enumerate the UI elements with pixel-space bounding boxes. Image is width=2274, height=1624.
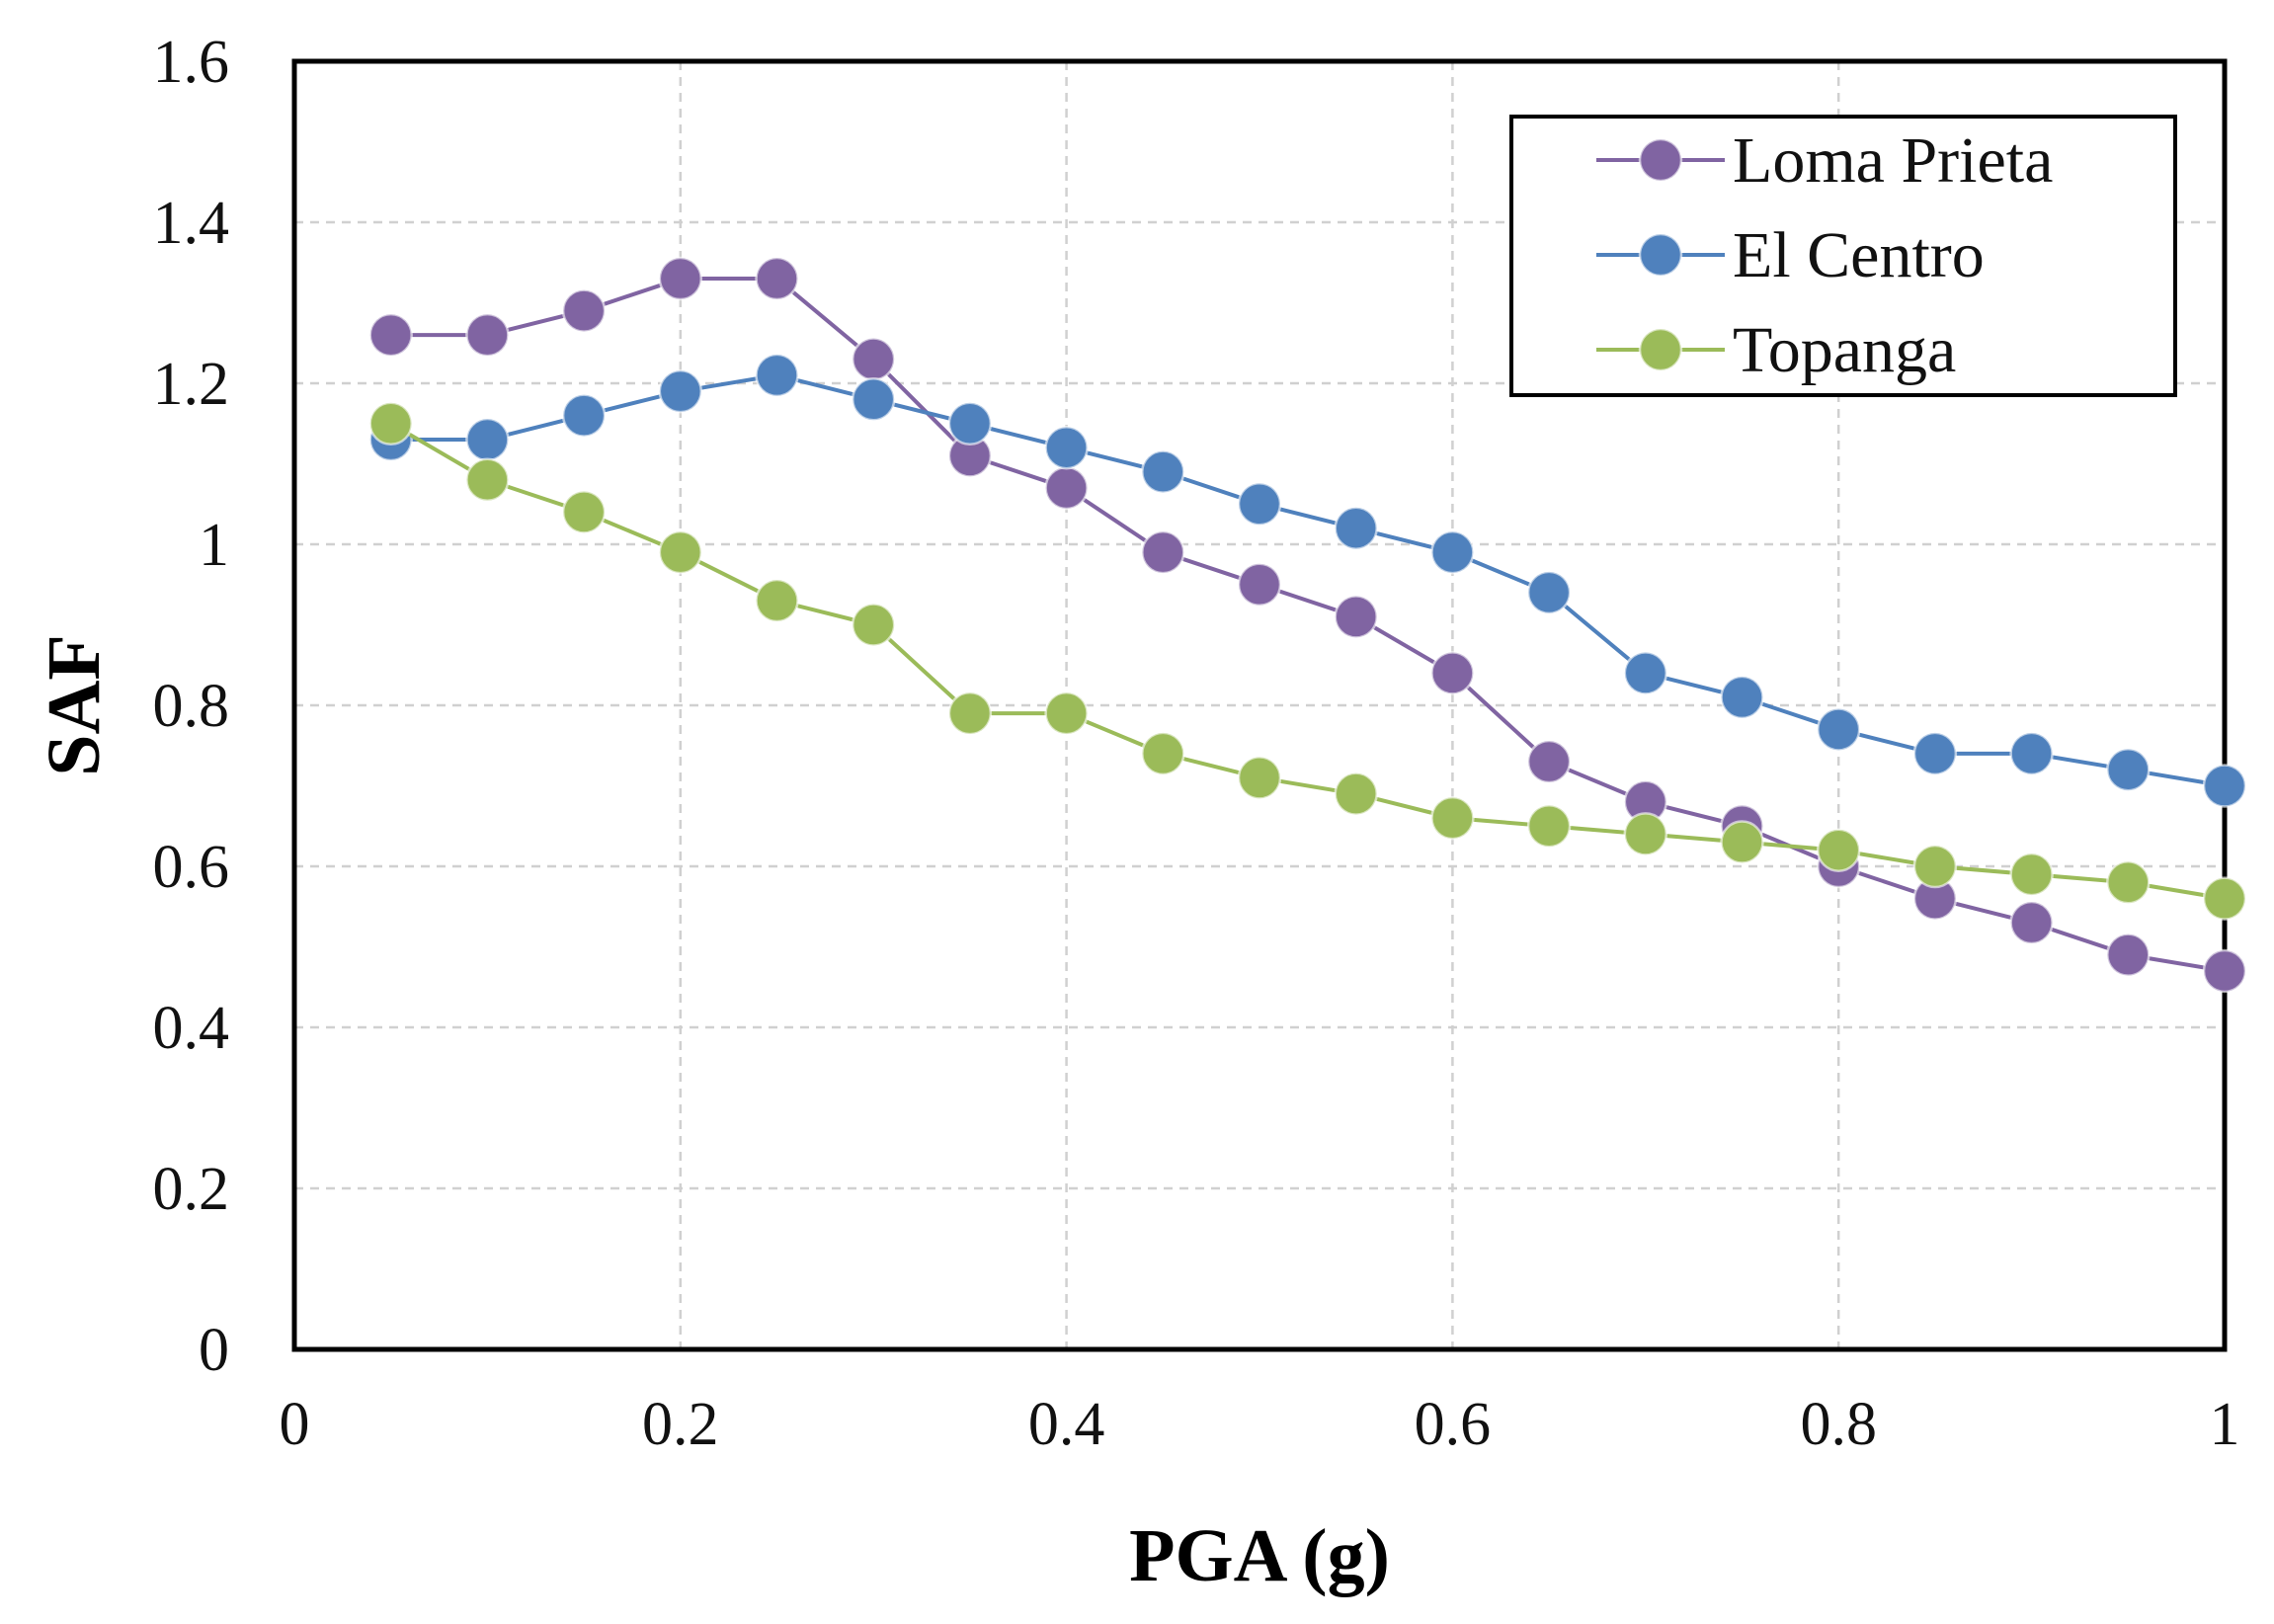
data-point-loma-prieta	[755, 256, 799, 301]
legend-item-el-centro: El Centro	[1596, 219, 1985, 291]
data-point-loma-prieta	[1237, 562, 1282, 607]
data-point-el-centro	[1816, 707, 1861, 752]
data-point-el-centro	[1430, 529, 1475, 575]
y-tick-label: 1.2	[153, 351, 230, 418]
data-point-loma-prieta	[1141, 529, 1185, 575]
data-point-topanga	[368, 401, 413, 446]
data-point-el-centro	[2106, 747, 2151, 792]
data-point-topanga	[947, 690, 993, 736]
data-point-loma-prieta	[1334, 595, 1378, 639]
data-point-topanga	[1141, 731, 1185, 776]
legend-swatch-marker	[1638, 137, 1683, 183]
x-tick-label: 0.6	[1415, 1391, 1492, 1458]
data-point-loma-prieta	[1526, 739, 1572, 784]
tick-labels: 0 0.2 0.4 0.6 0.8 1 1.2 1.4 1.6 0 0.2 0.4 0.6 0.8 1	[153, 29, 2240, 1458]
legend-label: Loma Prieta	[1733, 124, 2053, 197]
data-point-topanga	[465, 457, 510, 503]
series-layer	[368, 256, 2247, 994]
series-line-topanga	[389, 422, 2226, 901]
data-point-el-centro	[1526, 570, 1572, 615]
y-tick-label: 0.4	[153, 995, 230, 1062]
data-point-topanga	[1912, 844, 1958, 889]
data-point-topanga	[2106, 860, 2151, 905]
data-point-loma-prieta	[1044, 465, 1089, 511]
y-tick-label: 1.6	[153, 29, 230, 96]
data-point-el-centro	[2009, 731, 2054, 776]
legend-label: El Centro	[1733, 219, 1985, 291]
data-point-loma-prieta	[658, 256, 703, 301]
x-tick-label: 1	[2210, 1391, 2240, 1458]
data-point-el-centro	[1141, 449, 1185, 494]
data-point-el-centro	[851, 377, 896, 422]
data-point-el-centro	[1044, 425, 1089, 470]
series-el-centro	[368, 353, 2247, 808]
data-point-el-centro	[1912, 731, 1958, 776]
x-tick-label: 0.4	[1028, 1391, 1105, 1458]
data-point-topanga	[851, 603, 896, 647]
legend-swatch-marker	[1638, 327, 1683, 372]
x-tick-label: 0	[280, 1391, 310, 1458]
data-point-el-centro	[1334, 506, 1378, 550]
legend-item-loma-prieta: Loma Prieta	[1596, 124, 2053, 197]
data-point-loma-prieta	[1430, 651, 1475, 695]
y-tick-label: 0.8	[153, 673, 230, 740]
data-point-topanga	[1526, 804, 1572, 849]
data-point-el-centro	[658, 368, 703, 414]
data-point-el-centro	[2202, 764, 2247, 808]
data-point-loma-prieta	[2202, 948, 2247, 994]
legend: Loma Prieta El Centro Topanga	[1509, 115, 2177, 397]
data-point-loma-prieta	[851, 337, 896, 381]
data-point-topanga	[2009, 852, 2054, 897]
data-point-topanga	[1816, 828, 1861, 872]
legend-label: Topanga	[1733, 314, 1956, 386]
data-point-loma-prieta	[561, 288, 607, 333]
legend-swatch-marker	[1638, 232, 1683, 278]
x-tick-label: 0.2	[642, 1391, 719, 1458]
y-tick-label: 0.6	[153, 834, 230, 901]
x-tick-label: 0.8	[1800, 1391, 1877, 1458]
data-point-el-centro	[947, 401, 993, 446]
y-tick-label: 1	[199, 512, 229, 579]
data-point-loma-prieta	[2009, 900, 2054, 945]
series-line-el-centro	[390, 372, 2226, 788]
data-point-el-centro	[465, 417, 510, 462]
data-point-el-centro	[1237, 482, 1282, 527]
data-point-topanga	[1430, 795, 1475, 841]
data-point-el-centro	[1623, 651, 1668, 695]
data-point-topanga	[755, 578, 799, 623]
y-tick-label: 0	[199, 1317, 229, 1384]
data-point-el-centro	[561, 393, 607, 438]
plot-area-frame	[291, 58, 2228, 1352]
data-point-el-centro	[1720, 675, 1764, 720]
series-topanga	[368, 401, 2247, 921]
y-axis-title: SAF	[33, 634, 116, 776]
data-point-topanga	[1044, 690, 1089, 736]
data-point-topanga	[2202, 876, 2247, 921]
data-point-topanga	[658, 529, 703, 575]
data-point-el-centro	[755, 353, 799, 398]
data-point-topanga	[561, 490, 607, 534]
data-point-loma-prieta	[368, 312, 413, 358]
data-point-topanga	[1334, 771, 1378, 816]
x-axis-title: PGA (g)	[1129, 1514, 1390, 1597]
data-point-topanga	[1623, 812, 1668, 856]
grid-layer	[294, 61, 2225, 1349]
data-point-loma-prieta	[465, 312, 510, 358]
legend-item-topanga: Topanga	[1596, 314, 1956, 386]
series-loma-prieta	[368, 256, 2247, 994]
y-tick-label: 0.2	[153, 1156, 230, 1223]
data-point-loma-prieta	[2106, 933, 2151, 977]
data-point-topanga	[1720, 820, 1764, 864]
y-tick-label: 1.4	[153, 190, 230, 257]
data-point-topanga	[1237, 756, 1282, 800]
